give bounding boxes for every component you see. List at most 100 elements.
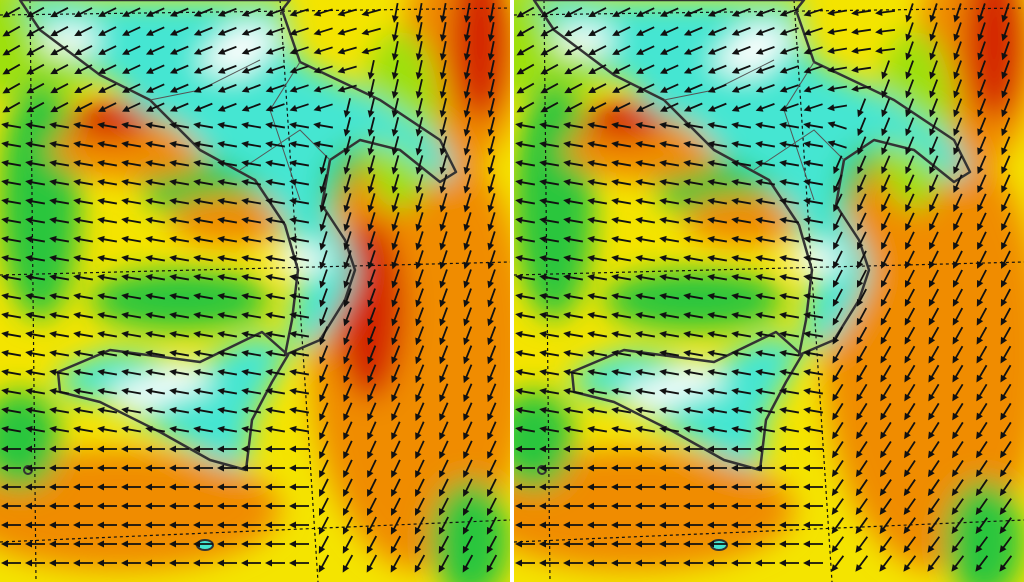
wind-arrow <box>635 311 656 319</box>
wind-arrow <box>217 464 237 472</box>
wind-arrow <box>487 478 497 497</box>
wind-arrow <box>875 28 896 35</box>
wind-arrow <box>73 368 94 376</box>
wind-arrow <box>193 368 214 376</box>
wind-arrow <box>683 216 704 224</box>
wind-arrow <box>97 311 118 319</box>
arrow-head <box>951 545 959 553</box>
arrow-head <box>25 140 33 148</box>
arrow-head <box>803 559 810 567</box>
wind-arrow <box>73 292 94 300</box>
wind-arrow <box>881 155 891 175</box>
wind-arrow <box>587 425 608 433</box>
arrow-head <box>952 374 959 383</box>
wind-arrow <box>563 311 584 319</box>
arrow-head <box>415 185 423 194</box>
arrow-head <box>857 109 864 118</box>
arrow-head <box>515 197 523 205</box>
wind-arrow <box>831 460 844 478</box>
wind-arrow <box>683 292 704 300</box>
wind-arrow <box>145 197 166 205</box>
arrow-head <box>439 375 446 384</box>
arrow-head <box>343 166 351 175</box>
arrow-head <box>265 121 273 129</box>
arrow-head <box>587 121 595 129</box>
wind-arrow <box>367 212 376 232</box>
wind-arrow <box>563 464 583 472</box>
arrow-head <box>121 159 129 167</box>
wind-arrow <box>265 292 286 300</box>
arrow-head <box>563 464 570 472</box>
wind-arrow <box>731 502 751 510</box>
wind-arrow <box>999 479 1012 497</box>
wind-arrow <box>779 406 800 414</box>
wind-arrow <box>289 368 310 376</box>
wind-arrow <box>439 136 448 156</box>
arrow-head <box>587 521 594 529</box>
wind-arrow <box>928 326 940 345</box>
arrow-head <box>953 52 960 61</box>
wind-arrow <box>217 64 237 74</box>
arrow-head <box>779 502 786 510</box>
wind-arrow <box>343 193 352 213</box>
parallel-line <box>0 519 510 543</box>
arrow-head <box>832 355 840 364</box>
wind-arrow <box>343 421 353 441</box>
wind-arrow <box>779 502 799 510</box>
wind-arrow <box>25 235 46 243</box>
arrow-head <box>707 540 714 548</box>
wind-arrow <box>169 178 190 186</box>
wind-arrow <box>832 364 844 383</box>
arrow-head <box>73 483 80 491</box>
arrow-head <box>976 317 984 326</box>
wind-arrow <box>659 102 679 112</box>
arrow-head <box>487 72 495 80</box>
arrow-head <box>391 451 398 459</box>
arrow-head <box>415 53 423 61</box>
arrow-head <box>319 337 326 346</box>
arrow-head <box>415 299 422 308</box>
arrow-head <box>25 349 33 357</box>
arrow-head <box>683 387 691 395</box>
arrow-head <box>241 425 249 433</box>
arrow-head <box>439 34 447 42</box>
arrow-head <box>588 105 596 112</box>
arrow-head <box>635 368 643 376</box>
arrow-head <box>463 280 470 289</box>
wind-arrow <box>49 121 70 129</box>
arrow-head <box>439 280 446 289</box>
arrow-head <box>414 526 422 535</box>
wind-arrow <box>683 7 703 17</box>
wind-arrow <box>707 292 728 300</box>
wind-arrow <box>289 406 310 414</box>
wind-arrow <box>73 425 94 433</box>
arrow-head <box>803 502 810 510</box>
arrow-head <box>462 545 470 554</box>
arrow-head <box>217 311 225 319</box>
wind-arrow <box>755 292 776 300</box>
arrow-head <box>217 216 225 224</box>
arrow-head <box>415 242 423 251</box>
wind-arrow <box>145 540 165 548</box>
arrow-head <box>563 559 570 567</box>
wind-arrow <box>439 117 448 137</box>
wind-arrow <box>193 311 214 319</box>
arrow-head <box>707 559 714 567</box>
arrow-head <box>851 66 859 74</box>
arrow-head <box>319 299 326 308</box>
arrow-head <box>611 521 618 529</box>
arrow-head <box>953 14 961 23</box>
arrow-head <box>289 9 298 17</box>
arrow-head <box>905 14 913 23</box>
wind-arrow <box>265 65 285 74</box>
arrow-head <box>731 311 739 319</box>
arrow-head <box>145 559 152 567</box>
arrow-head <box>905 185 912 194</box>
arrow-head <box>779 445 786 453</box>
wind-arrow <box>391 98 399 118</box>
arrow-head <box>145 121 153 129</box>
arrow-head <box>803 216 811 224</box>
wind-arrow <box>367 136 376 156</box>
arrow-head <box>169 425 177 433</box>
wind-arrow <box>827 104 848 112</box>
